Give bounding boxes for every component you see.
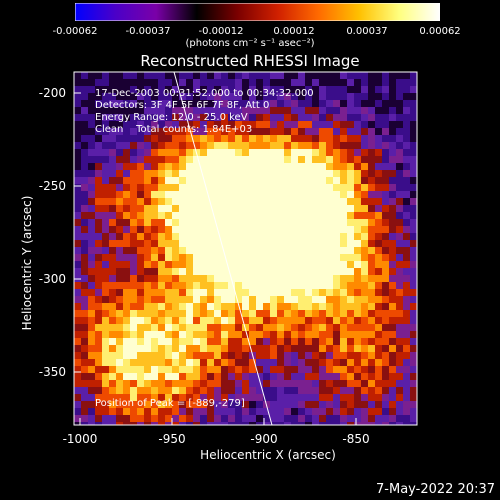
info-detectors: Detectors: 3F 4F 5F 6F 7F 8F, Att 0 — [95, 100, 270, 111]
x-tick-label: -950 — [158, 432, 186, 446]
colorbar-tick-label: -0.00037 — [125, 26, 171, 37]
y-tick-label: -350 — [38, 365, 66, 379]
colorbar-tick-label: 0.00012 — [273, 26, 315, 37]
colorbar — [75, 3, 440, 21]
y-axis-label: Heliocentric Y (arcsec) — [20, 195, 34, 331]
colorbar-units: (photons cm⁻² s⁻¹ asec⁻²) — [185, 38, 315, 49]
info-peak: Position of Peak = [-889,-279] — [95, 398, 245, 409]
colorbar-tick-label: 0.00037 — [346, 26, 388, 37]
solar-limb-line — [173, 71, 273, 426]
colorbar-tick-label: -0.00062 — [52, 26, 98, 37]
colorbar-tick-label: -0.00012 — [198, 26, 244, 37]
y-tick-label: -200 — [38, 86, 66, 100]
y-tick-label: -250 — [38, 179, 66, 193]
image-pixels — [74, 72, 417, 425]
y-tick-label: -300 — [38, 272, 66, 286]
x-axis-label: Heliocentric X (arcsec) — [200, 448, 336, 462]
plot-frame — [73, 71, 418, 426]
colorbar-tick-label: 0.00062 — [419, 26, 461, 37]
info-energy: Energy Range: 12.0 - 25.0 keV — [95, 112, 248, 123]
x-tick-label: -1000 — [62, 432, 98, 446]
image-title: Reconstructed RHESSI Image — [140, 52, 360, 70]
info-time: 17-Dec-2003 00:31:52.000 to 00:34:32.000 — [95, 88, 314, 99]
axis-ticks — [74, 92, 357, 425]
x-tick-label: -850 — [342, 432, 370, 446]
datestamp: 7-May-2022 20:37 — [376, 482, 495, 497]
info-clean: Clean Total counts: 1.84E+03 — [95, 124, 253, 135]
x-tick-label: -900 — [250, 432, 278, 446]
